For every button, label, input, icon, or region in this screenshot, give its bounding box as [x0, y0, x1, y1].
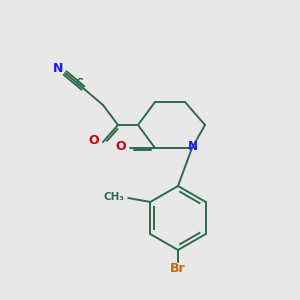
Text: O: O [89, 134, 99, 146]
Text: Br: Br [170, 262, 186, 275]
Text: CH₃: CH₃ [103, 192, 124, 202]
Text: N: N [53, 62, 63, 76]
Text: N: N [188, 140, 198, 154]
Text: O: O [116, 140, 126, 154]
Text: C: C [75, 77, 83, 88]
